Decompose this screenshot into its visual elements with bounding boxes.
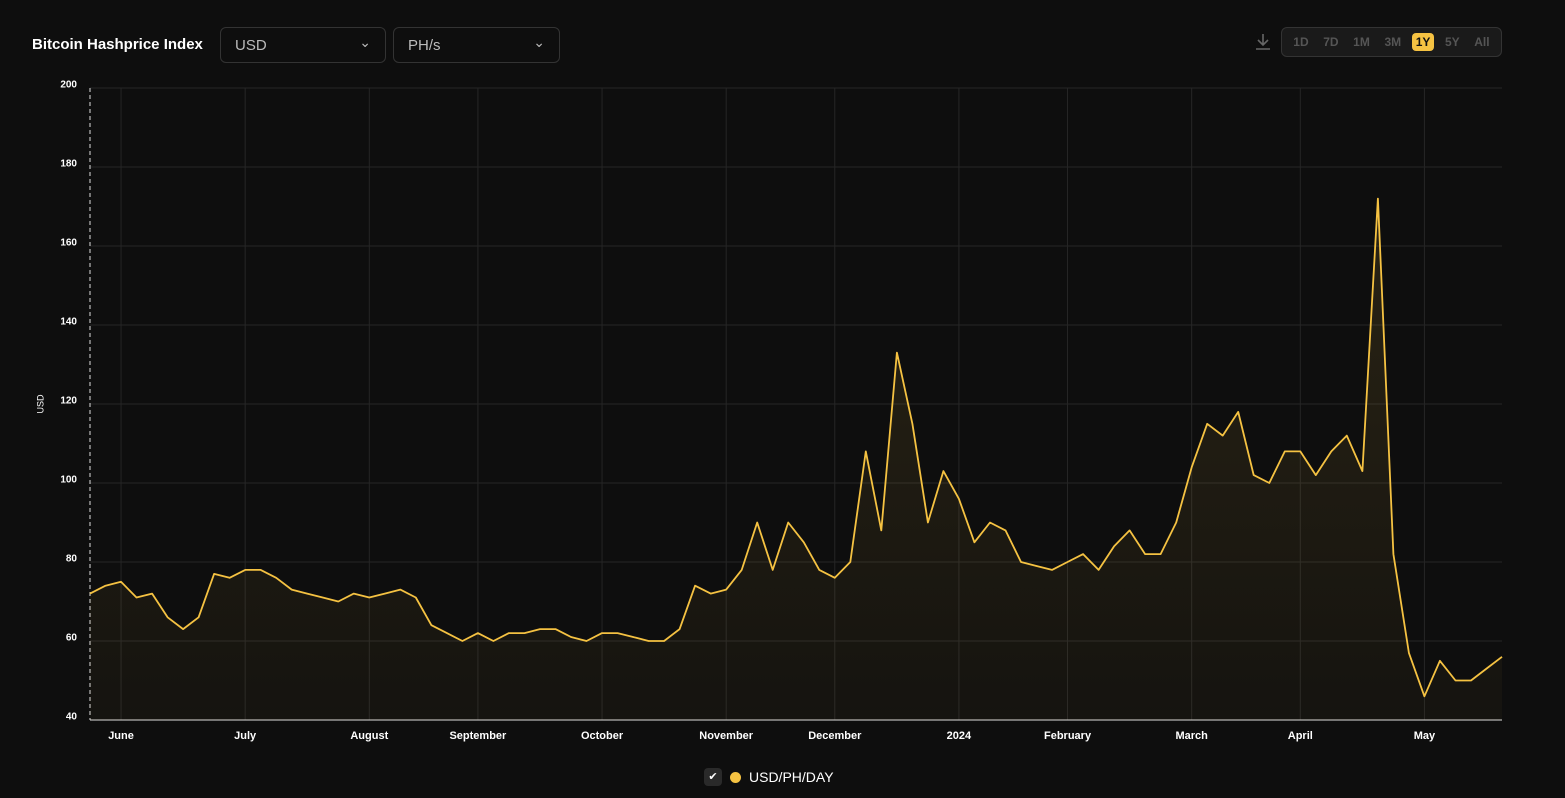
y-tick-label: 160 — [60, 238, 77, 249]
range-button[interactable]: 1Y — [1411, 33, 1435, 51]
legend-label: USD/PH/DAY — [749, 769, 834, 785]
y-tick-label: 100 — [60, 475, 77, 486]
unit-dropdown[interactable]: PH/s — [393, 24, 560, 63]
x-tick-label: July — [234, 730, 257, 742]
y-tick-label: 80 — [66, 554, 78, 565]
range-button[interactable]: 1M — [1353, 35, 1370, 49]
x-tick-label: 2024 — [947, 730, 972, 742]
range-selector: 1D 7D 1M 3M 1Y 5Y All — [1281, 27, 1502, 57]
x-tick-label: November — [699, 730, 754, 742]
range-button[interactable]: 1D — [1293, 35, 1309, 49]
legend[interactable]: ✔ USD/PH/DAY — [704, 768, 834, 786]
x-tick-label: December — [808, 730, 862, 742]
range-button[interactable]: 7D — [1323, 35, 1339, 49]
area — [90, 198, 1502, 721]
x-tick-label: May — [1414, 730, 1436, 742]
y-tick-label: 60 — [66, 633, 78, 644]
x-tick-label: April — [1288, 730, 1313, 742]
x-tick-label: August — [350, 730, 388, 742]
y-tick-label: 200 — [60, 80, 77, 91]
x-tick-label: March — [1175, 730, 1208, 742]
range-button[interactable]: All — [1474, 35, 1490, 49]
x-tick-label: October — [581, 730, 624, 742]
y-tick-label: 40 — [66, 712, 78, 723]
legend-swatch — [730, 771, 741, 783]
range-button[interactable]: 5Y — [1444, 35, 1460, 49]
line — [89, 197, 1503, 698]
y-axis-label: USD — [35, 394, 45, 414]
legend-checkbox[interactable]: ✔ — [704, 768, 722, 786]
x-tick-label: June — [108, 730, 134, 742]
download-icon[interactable] — [1253, 32, 1273, 52]
y-tick-label: 140 — [60, 317, 77, 328]
y-tick-label: 180 — [60, 159, 77, 170]
y-tick-label: 120 — [60, 396, 77, 407]
currency-dropdown[interactable]: USD — [220, 24, 386, 63]
x-tick-label: September — [449, 730, 507, 742]
range-button[interactable]: 3M — [1384, 35, 1402, 49]
title: Bitcoin Hashprice Index — [32, 36, 203, 53]
x-tick-label: February — [1044, 730, 1092, 742]
